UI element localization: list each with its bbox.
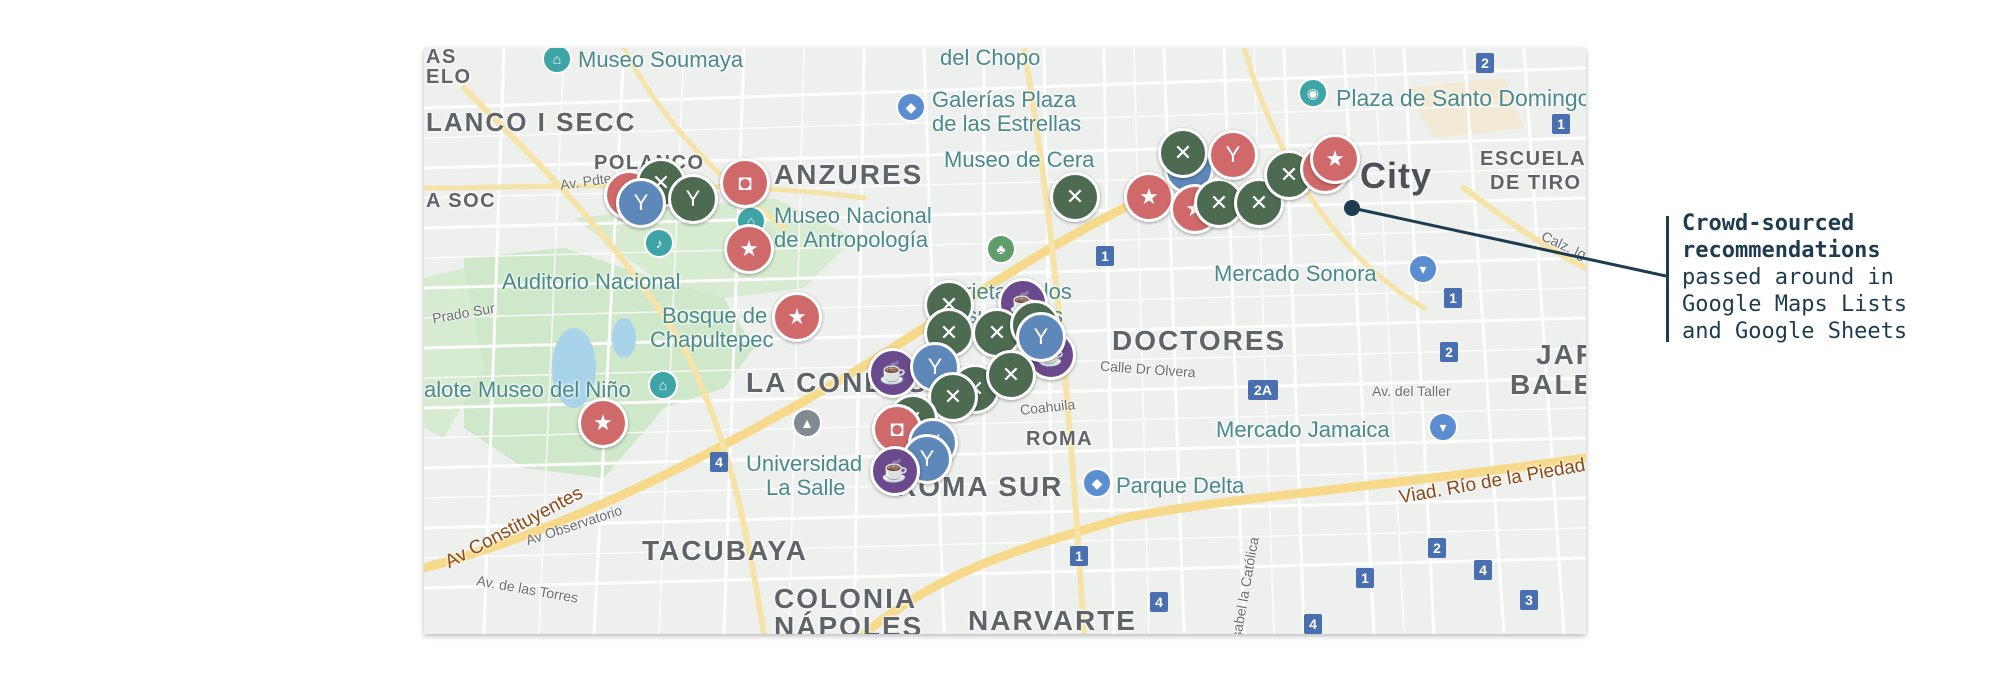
district-label: AS xyxy=(426,48,457,68)
poi-label: Mercado Sonora xyxy=(1214,261,1377,286)
poi-label: Galerías Plaza xyxy=(932,87,1077,112)
poi-label: de las Estrellas xyxy=(932,111,1082,136)
route-shield: 2 xyxy=(1440,342,1458,362)
poi-label: Museo Nacional xyxy=(774,203,932,228)
route-shield: 4 xyxy=(1474,560,1492,580)
route-shield: 1 xyxy=(1356,568,1374,588)
restaurant-icon[interactable]: ✕ xyxy=(986,350,1036,400)
poi-label: Bosque de xyxy=(662,303,768,328)
star-marker[interactable]: ★ xyxy=(578,398,628,448)
district-label: ANZURES xyxy=(774,159,924,190)
cocktail-bar-icon[interactable]: Y xyxy=(1016,312,1066,362)
lake-small xyxy=(612,318,636,358)
block-northeast xyxy=(1404,78,1524,138)
cocktail-bar-icon[interactable]: Y xyxy=(1208,130,1258,180)
route-shield: 1 xyxy=(1096,246,1114,266)
poi-label: Museo de Cera xyxy=(944,147,1095,172)
star-marker[interactable]: ★ xyxy=(1124,172,1174,222)
route-shield: 4 xyxy=(710,452,728,472)
museum-icon[interactable]: ⌂ xyxy=(648,370,678,400)
museum-icon[interactable]: ⌂ xyxy=(542,48,572,74)
graduation-cap-icon[interactable]: ▲ xyxy=(792,408,822,438)
poi-label: Chapultepec xyxy=(650,327,774,352)
route-shield: 2 xyxy=(1476,53,1494,73)
shopping-cart-icon[interactable]: ▾ xyxy=(1428,412,1458,442)
district-label: DOCTORES xyxy=(1112,325,1287,356)
poi-label: Auditorio Nacional xyxy=(502,269,681,294)
poi-label: Museo Soumaya xyxy=(578,48,744,72)
callout-line: Crowd-sourced xyxy=(1682,211,1855,236)
route-shield: 4 xyxy=(1304,614,1322,634)
star-marker[interactable]: ★ xyxy=(1310,134,1360,184)
route-shield: 1 xyxy=(1552,114,1570,134)
district-label: NARVARTE xyxy=(968,605,1137,634)
cocktail-bar-icon[interactable]: Y xyxy=(668,174,718,224)
cocktail-bar-icon[interactable]: Y xyxy=(616,178,666,228)
shopping-icon[interactable]: ◆ xyxy=(896,92,926,122)
callout-line: and Google Sheets xyxy=(1682,319,1908,344)
street-grid xyxy=(424,48,1586,634)
star-marker[interactable]: ★ xyxy=(724,224,774,274)
restaurant-icon[interactable]: ✕ xyxy=(1050,172,1100,222)
district-label: LANCO I SECC xyxy=(426,107,637,137)
route-shield: 2 xyxy=(1428,538,1446,558)
callout-annotation: Crowd-sourced recommendations passed aro… xyxy=(1682,210,1982,345)
street-label: Av. del Taller xyxy=(1372,383,1451,399)
route-shield: 4 xyxy=(1150,592,1168,612)
district-label: COLONIA xyxy=(774,583,918,614)
shopping-cart-icon[interactable]: ▾ xyxy=(1408,254,1438,284)
route-shield: 1 xyxy=(1444,288,1462,308)
park-west xyxy=(424,268,484,438)
poi-label: Parque Delta xyxy=(1116,473,1245,498)
poi-label: de Antropología xyxy=(774,227,929,252)
district-label: ROMA xyxy=(1026,428,1094,450)
route-shield: 2A xyxy=(1248,380,1278,400)
lake xyxy=(552,328,596,408)
shopping-bag-icon[interactable]: ◘ xyxy=(720,158,770,208)
coffee-cup-icon[interactable]: ☕ xyxy=(870,446,920,496)
city-label: City xyxy=(1360,155,1433,196)
poi-label: alote Museo del Niño xyxy=(424,377,631,402)
restaurant-icon[interactable]: ✕ xyxy=(1158,128,1208,178)
poi-label: Universidad xyxy=(746,451,863,476)
star-marker[interactable]: ★ xyxy=(772,292,822,342)
callout-line: passed around in xyxy=(1682,265,1894,290)
map-view[interactable]: AS ELO LANCO I SECC POLANCO A SOC ANZURE… xyxy=(424,48,1586,634)
route-shield: 3 xyxy=(1520,590,1538,610)
district-label: BALE xyxy=(1510,369,1586,400)
district-label: ELO xyxy=(426,66,472,88)
music-icon[interactable]: ♪ xyxy=(644,228,674,258)
district-label: JAR xyxy=(1536,339,1586,370)
camera-icon[interactable]: ◉ xyxy=(1298,78,1328,108)
poi-label: del Chopo xyxy=(940,48,1041,70)
shopping-icon[interactable]: ◆ xyxy=(1082,468,1112,498)
callout-bar xyxy=(1666,216,1669,342)
poi-label: La Salle xyxy=(766,475,846,500)
district-label: NÁPOLES xyxy=(774,611,924,634)
poi-label: Mercado Jamaica xyxy=(1216,417,1390,442)
callout-line: recommendations xyxy=(1682,238,1881,263)
callout-line: Google Maps Lists xyxy=(1682,292,1908,317)
poi-label: Plaza de Santo Domingo xyxy=(1336,85,1586,111)
district-label: ESCUELA xyxy=(1480,148,1586,170)
district-label: TACUBAYA xyxy=(642,535,808,566)
route-shield: 1 xyxy=(1070,546,1088,566)
district-label: DE TIRO xyxy=(1490,172,1582,194)
district-label: A SOC xyxy=(426,190,497,212)
park-icon[interactable]: ♣ xyxy=(986,234,1016,264)
